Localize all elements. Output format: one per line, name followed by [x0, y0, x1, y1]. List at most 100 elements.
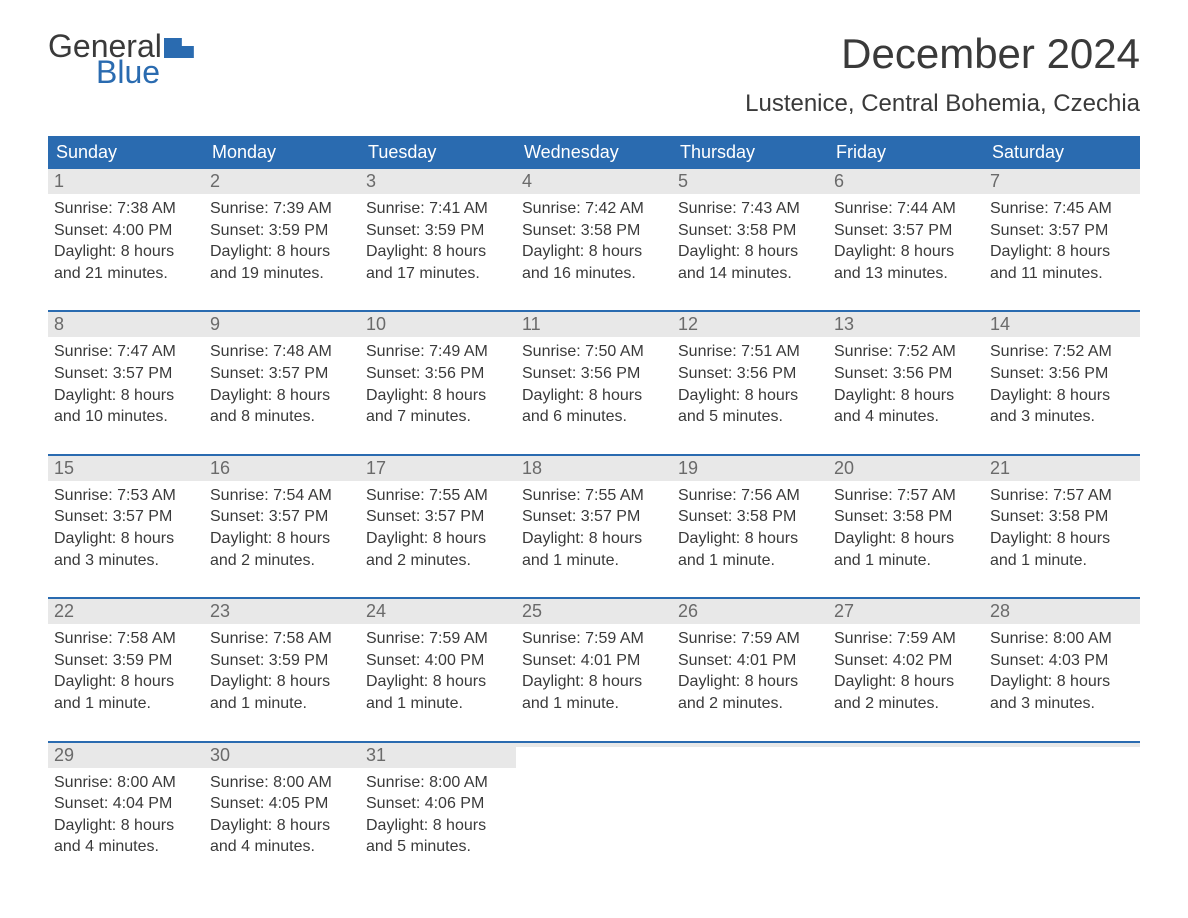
day-d1: Daylight: 8 hours: [522, 671, 666, 693]
day-number-row: 31: [360, 743, 516, 768]
calendar-day: 13Sunrise: 7:52 AMSunset: 3:56 PMDayligh…: [828, 312, 984, 437]
day-d1: Daylight: 8 hours: [210, 815, 354, 837]
day-d1: Daylight: 8 hours: [834, 528, 978, 550]
day-number: 31: [366, 745, 386, 765]
day-d1: Daylight: 8 hours: [210, 241, 354, 263]
day-number: 25: [522, 601, 542, 621]
day-sunrise: Sunrise: 7:51 AM: [678, 341, 822, 363]
day-sunset: Sunset: 3:57 PM: [990, 220, 1134, 242]
calendar-day: 27Sunrise: 7:59 AMSunset: 4:02 PMDayligh…: [828, 599, 984, 724]
day-d1: Daylight: 8 hours: [990, 671, 1134, 693]
day-sunset: Sunset: 4:05 PM: [210, 793, 354, 815]
day-number: 11: [522, 314, 541, 334]
day-body: Sunrise: 7:55 AMSunset: 3:57 PMDaylight:…: [360, 481, 516, 571]
calendar-day: 8 Sunrise: 7:47 AMSunset: 3:57 PMDaylight…: [48, 312, 204, 437]
day-number-row: [828, 743, 984, 747]
day-d2: and 5 minutes.: [366, 836, 510, 858]
weekday-header: Tuesday: [360, 136, 516, 169]
weekday-header: Thursday: [672, 136, 828, 169]
day-sunrise: Sunrise: 7:53 AM: [54, 485, 198, 507]
day-number-row: 18: [516, 456, 672, 481]
day-d2: and 1 minute.: [54, 693, 198, 715]
day-number: 6: [834, 171, 844, 191]
day-sunset: Sunset: 3:59 PM: [210, 220, 354, 242]
day-d2: and 2 minutes.: [678, 693, 822, 715]
day-sunrise: Sunrise: 7:59 AM: [834, 628, 978, 650]
day-number-row: 11: [516, 312, 672, 337]
calendar-day: 31 Sunrise: 8:00 AMSunset: 4:06 PMDayligh…: [360, 743, 516, 868]
day-number-row: 10: [360, 312, 516, 337]
day-d2: and 1 minute.: [210, 693, 354, 715]
calendar-day: 22 Sunrise: 7:58 AMSunset: 3:59 PMDayligh…: [48, 599, 204, 724]
calendar-day: 7 Sunrise: 7:45 AMSunset: 3:57 PMDaylight…: [984, 169, 1140, 294]
day-number: 3: [366, 171, 376, 191]
day-number-row: 4: [516, 169, 672, 194]
day-sunset: Sunset: 3:57 PM: [54, 506, 198, 528]
day-d2: and 1 minute.: [834, 550, 978, 572]
day-body: Sunrise: 7:59 AMSunset: 4:00 PMDaylight:…: [360, 624, 516, 714]
day-d1: Daylight: 8 hours: [210, 671, 354, 693]
day-body: Sunrise: 7:44 AMSunset: 3:57 PMDaylight:…: [828, 194, 984, 284]
calendar-day: 20 Sunrise: 7:57 AMSunset: 3:58 PMDayligh…: [828, 456, 984, 581]
day-body: Sunrise: 8:00 AMSunset: 4:06 PMDaylight:…: [360, 768, 516, 858]
day-d1: Daylight: 8 hours: [522, 241, 666, 263]
day-sunset: Sunset: 3:58 PM: [678, 506, 822, 528]
day-sunrise: Sunrise: 7:39 AM: [210, 198, 354, 220]
day-sunrise: Sunrise: 7:54 AM: [210, 485, 354, 507]
calendar-day: 23Sunrise: 7:58 AMSunset: 3:59 PMDayligh…: [204, 599, 360, 724]
calendar-day: 15Sunrise: 7:53 AMSunset: 3:57 PMDayligh…: [48, 456, 204, 581]
day-number-row: 12: [672, 312, 828, 337]
day-d2: and 11 minutes.: [990, 263, 1134, 285]
day-d2: and 4 minutes.: [54, 836, 198, 858]
weekday-header: Saturday: [984, 136, 1140, 169]
day-number: 8: [54, 314, 64, 334]
day-body: Sunrise: 8:00 AMSunset: 4:05 PMDaylight:…: [204, 768, 360, 858]
day-body: Sunrise: 7:43 AMSunset: 3:58 PMDaylight:…: [672, 194, 828, 284]
day-d2: and 3 minutes.: [990, 406, 1134, 428]
day-number-row: 21: [984, 456, 1140, 481]
day-body: Sunrise: 7:54 AMSunset: 3:57 PMDaylight:…: [204, 481, 360, 571]
calendar-day: 5Sunrise: 7:43 AMSunset: 3:58 PMDaylight…: [672, 169, 828, 294]
day-body: Sunrise: 7:56 AMSunset: 3:58 PMDaylight:…: [672, 481, 828, 571]
day-body: Sunrise: 7:50 AMSunset: 3:56 PMDaylight:…: [516, 337, 672, 427]
logo: General Blue: [48, 30, 194, 88]
day-d1: Daylight: 8 hours: [834, 385, 978, 407]
day-body: Sunrise: 7:58 AMSunset: 3:59 PMDaylight:…: [48, 624, 204, 714]
day-body: Sunrise: 7:57 AMSunset: 3:58 PMDaylight:…: [828, 481, 984, 571]
day-sunrise: Sunrise: 7:47 AM: [54, 341, 198, 363]
calendar-week: 29Sunrise: 8:00 AMSunset: 4:04 PMDayligh…: [48, 741, 1140, 868]
day-number: 13: [834, 314, 854, 334]
day-body: Sunrise: 7:52 AMSunset: 3:56 PMDaylight:…: [984, 337, 1140, 427]
day-number: 22: [54, 601, 74, 621]
day-sunset: Sunset: 3:56 PM: [522, 363, 666, 385]
calendar-week: 15Sunrise: 7:53 AMSunset: 3:57 PMDayligh…: [48, 454, 1140, 581]
day-number: 16: [210, 458, 230, 478]
day-sunset: Sunset: 3:56 PM: [990, 363, 1134, 385]
day-sunset: Sunset: 3:58 PM: [834, 506, 978, 528]
day-sunset: Sunset: 4:00 PM: [366, 650, 510, 672]
day-number: 7: [990, 171, 1000, 191]
day-d1: Daylight: 8 hours: [990, 528, 1134, 550]
calendar-day: 6 Sunrise: 7:44 AMSunset: 3:57 PMDaylight…: [828, 169, 984, 294]
day-sunrise: Sunrise: 7:38 AM: [54, 198, 198, 220]
day-body: Sunrise: 7:51 AMSunset: 3:56 PMDaylight:…: [672, 337, 828, 427]
day-body: Sunrise: 7:47 AMSunset: 3:57 PMDaylight:…: [48, 337, 204, 427]
calendar-day: [828, 743, 984, 868]
day-sunrise: Sunrise: 8:00 AM: [54, 772, 198, 794]
day-number: 20: [834, 458, 854, 478]
day-body: Sunrise: 7:58 AMSunset: 3:59 PMDaylight:…: [204, 624, 360, 714]
day-number-row: 25: [516, 599, 672, 624]
calendar-day: 3Sunrise: 7:41 AMSunset: 3:59 PMDaylight…: [360, 169, 516, 294]
day-d2: and 10 minutes.: [54, 406, 198, 428]
day-number-row: 27: [828, 599, 984, 624]
day-body: Sunrise: 7:59 AMSunset: 4:01 PMDaylight:…: [516, 624, 672, 714]
page-title: December 2024: [745, 30, 1140, 78]
calendar-day: 11 Sunrise: 7:50 AMSunset: 3:56 PMDayligh…: [516, 312, 672, 437]
calendar-day: 24Sunrise: 7:59 AMSunset: 4:00 PMDayligh…: [360, 599, 516, 724]
day-sunrise: Sunrise: 7:58 AM: [210, 628, 354, 650]
day-sunset: Sunset: 4:01 PM: [522, 650, 666, 672]
day-d1: Daylight: 8 hours: [54, 815, 198, 837]
day-body: Sunrise: 7:45 AMSunset: 3:57 PMDaylight:…: [984, 194, 1140, 284]
day-sunrise: Sunrise: 8:00 AM: [366, 772, 510, 794]
calendar-day: 4Sunrise: 7:42 AMSunset: 3:58 PMDaylight…: [516, 169, 672, 294]
